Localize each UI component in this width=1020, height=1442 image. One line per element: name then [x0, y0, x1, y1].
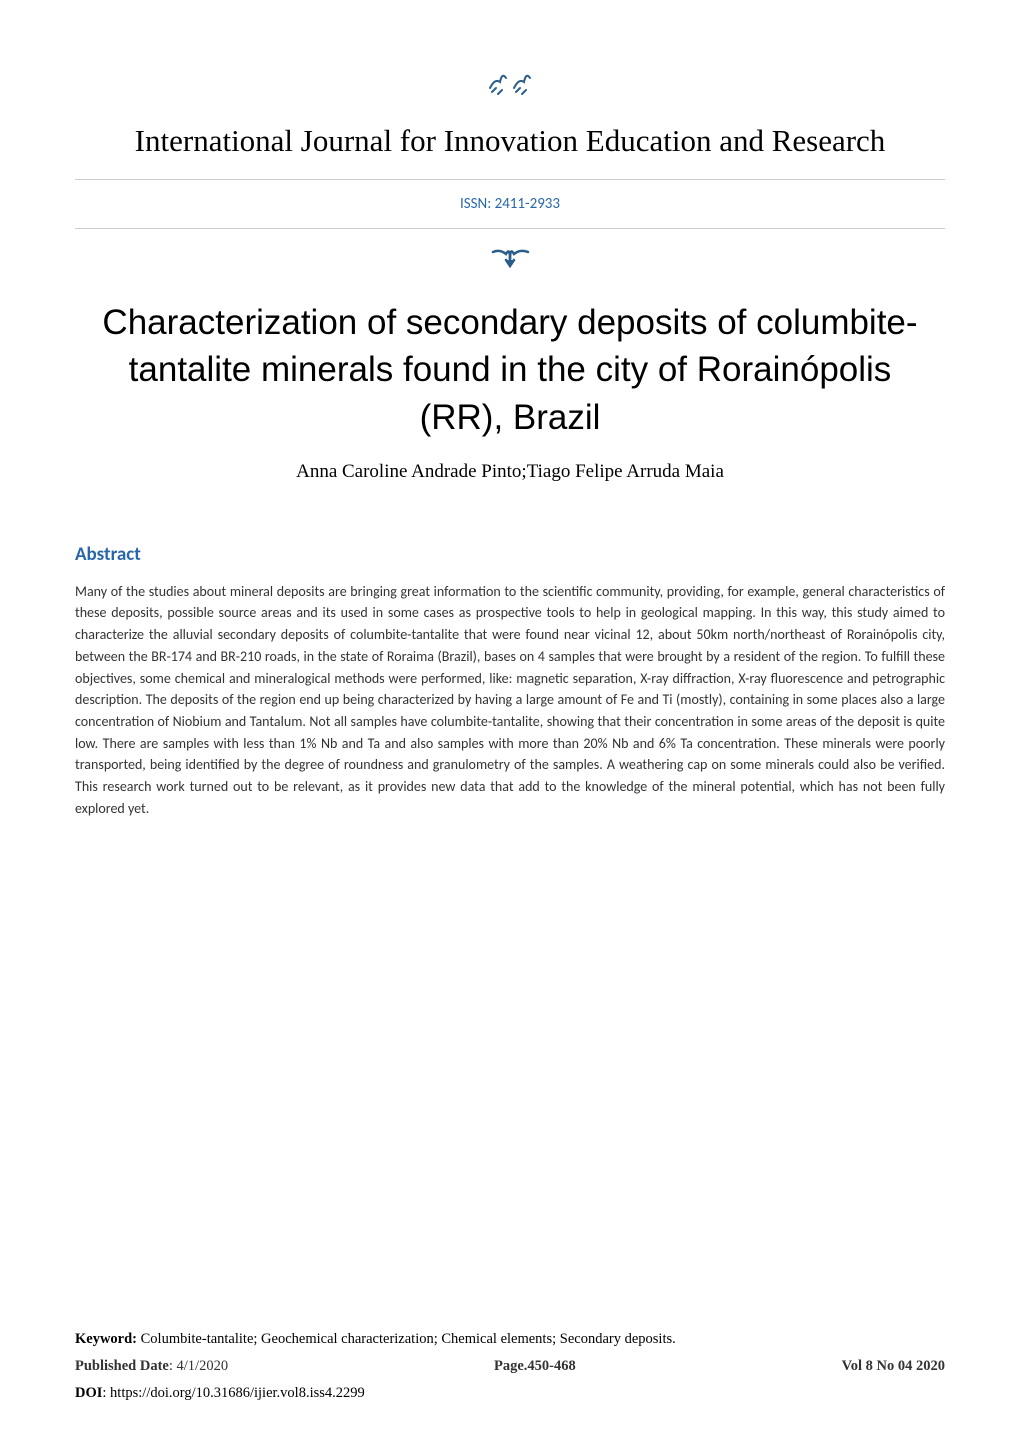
published-date: : 4/1/2020	[169, 1358, 228, 1374]
journal-title: International Journal for Innovation Edu…	[75, 123, 945, 159]
journal-logo	[480, 60, 540, 108]
doi-value: : https://doi.org/10.31686/ijier.vol8.is…	[102, 1385, 364, 1401]
page-info: Page.450-468	[494, 1358, 576, 1375]
divider-bottom	[75, 228, 945, 229]
doi-label: DOI	[75, 1385, 102, 1401]
paper-title: Characterization of secondary deposits o…	[75, 299, 945, 441]
issn-text: ISSN: 2411-2933	[75, 180, 945, 228]
published-label: Published Date	[75, 1358, 169, 1374]
ornament-icon	[75, 244, 945, 274]
footer-section: Keyword: Columbite-tantalite; Geochemica…	[75, 1331, 945, 1402]
published-date-cell: Published Date: 4/1/2020	[75, 1358, 228, 1375]
paper-authors: Anna Caroline Andrade Pinto;Tiago Felipe…	[75, 461, 945, 483]
abstract-heading: Abstract	[75, 543, 945, 566]
abstract-text: Many of the studies about mineral deposi…	[75, 581, 945, 820]
logo-container	[75, 60, 945, 108]
doi-line: DOI: https://doi.org/10.31686/ijier.vol8…	[75, 1385, 945, 1402]
footer-meta-row: Published Date: 4/1/2020 Page.450-468 Vo…	[75, 1358, 945, 1375]
keyword-label: Keyword:	[75, 1331, 137, 1347]
vol-info: Vol 8 No 04 2020	[842, 1358, 945, 1375]
keyword-line: Keyword: Columbite-tantalite; Geochemica…	[75, 1331, 945, 1348]
keyword-text: Columbite-tantalite; Geochemical charact…	[137, 1331, 676, 1347]
